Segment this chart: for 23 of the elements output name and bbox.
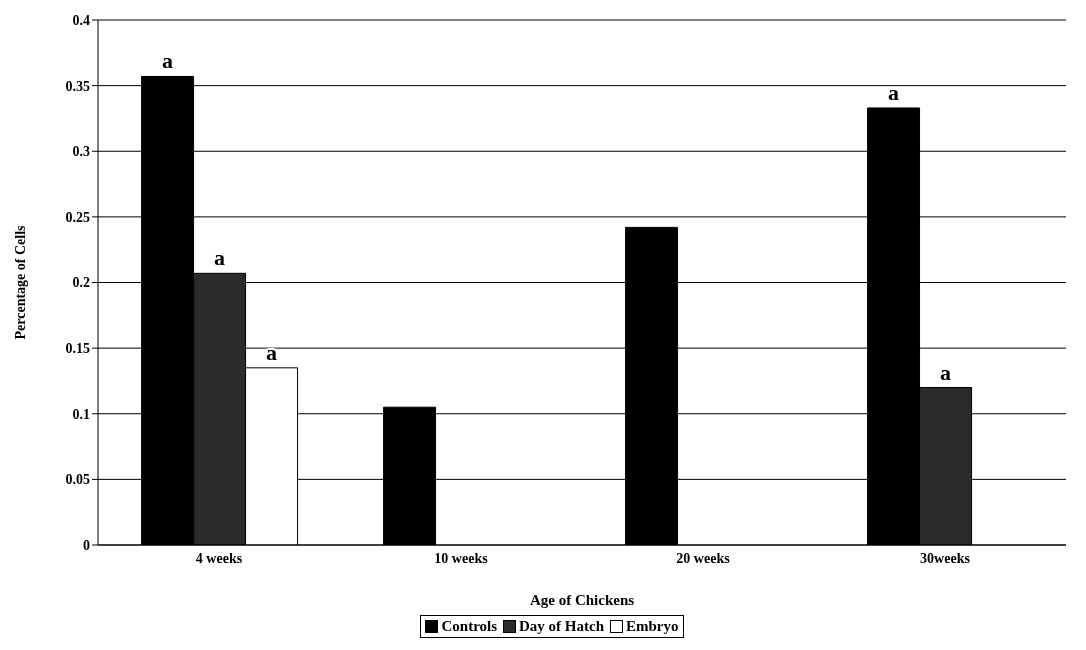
annotation: a (888, 79, 900, 105)
y-tick-label: 0 (83, 537, 90, 553)
annotation: a (266, 339, 278, 365)
y-axis-title: Percentage of Cells (12, 224, 28, 340)
annotation: a (162, 48, 174, 74)
y-tick-label: 0.35 (65, 78, 90, 94)
x-tick-label: 20 weeks (676, 550, 731, 566)
legend-label: Day of Hatch (519, 618, 605, 635)
legend-label: Controls (441, 618, 498, 635)
annotation: a (940, 359, 952, 385)
x-tick-label: 10 weeks (434, 550, 489, 566)
y-tick-label: 0.15 (65, 341, 90, 357)
y-tick-label: 0.4 (72, 12, 90, 28)
x-axis-title: Age of Chickens (529, 592, 635, 608)
legend-label: Embryo (626, 618, 679, 635)
y-tick-label: 0.3 (72, 144, 90, 160)
y-tick-label: 0.2 (72, 275, 90, 291)
y-tick-label: 0.1 (72, 406, 90, 422)
y-tick-label: 0.05 (65, 472, 90, 488)
x-tick-label: 4 weeks (195, 550, 243, 566)
annotation: a (214, 245, 226, 271)
y-tick-label: 0.25 (65, 209, 90, 225)
x-tick-label: 30weeks (920, 550, 971, 566)
